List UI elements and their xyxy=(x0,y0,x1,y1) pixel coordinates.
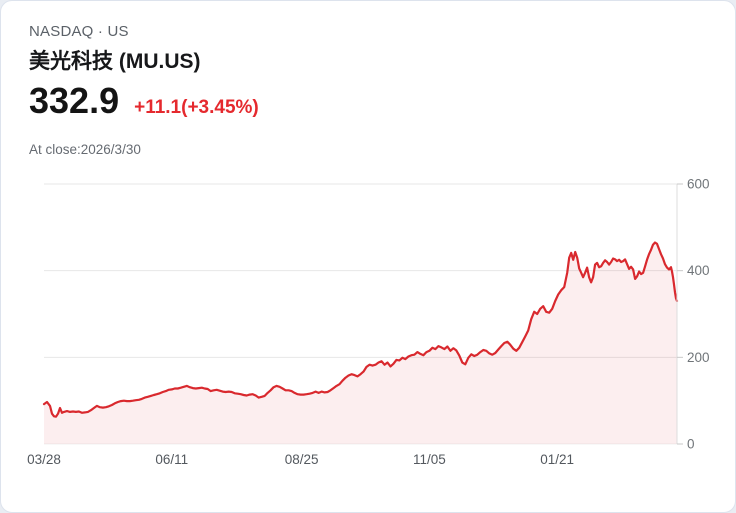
y-axis-label: 0 xyxy=(687,437,695,452)
exchange-label: NASDAQ · US xyxy=(29,23,129,40)
chart-area: 0 200 400 600 03/28 06/11 08/25 11/05 01/21 xyxy=(1,171,736,481)
y-axis-label: 600 xyxy=(687,177,710,192)
y-axis-label: 200 xyxy=(687,350,710,365)
stock-name: 美光科技 (MU.US) xyxy=(29,50,201,73)
price-chart[interactable]: 0 200 400 600 03/28 06/11 08/25 11/05 01/21 xyxy=(1,171,736,481)
x-axis-label: 03/28 xyxy=(27,452,61,467)
x-axis-label: 11/05 xyxy=(413,452,446,467)
y-axis-label: 400 xyxy=(687,263,710,278)
price-row: 332.9 +11.1(+3.45%) xyxy=(29,83,259,119)
price-area xyxy=(44,242,677,444)
price-change: +11.1(+3.45%) xyxy=(134,97,259,118)
x-axis-label: 06/11 xyxy=(155,452,188,467)
as-of-timestamp: At close:2026/3/30 xyxy=(29,142,141,157)
x-axis-label: 01/21 xyxy=(540,452,574,467)
x-axis-label: 08/25 xyxy=(285,452,319,467)
last-price: 332.9 xyxy=(29,80,120,121)
price-line xyxy=(42,241,679,418)
